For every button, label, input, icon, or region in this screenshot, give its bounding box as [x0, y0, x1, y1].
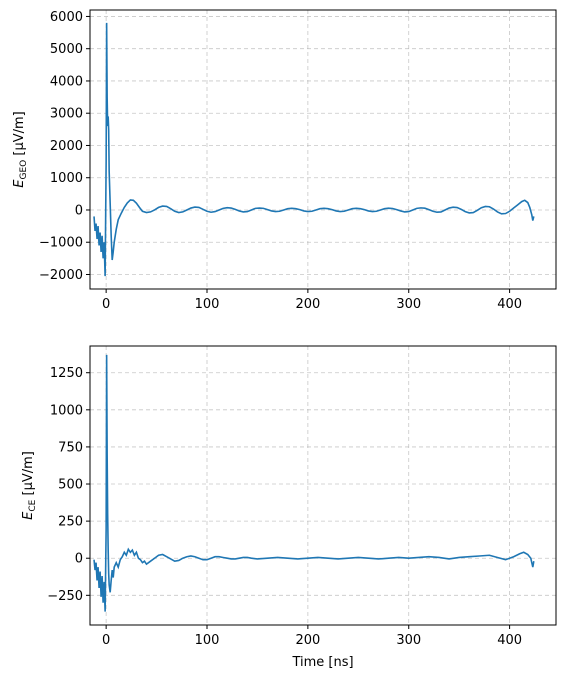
y-tick-label-top: 0: [75, 203, 83, 218]
y-tick-label-bottom: 1000: [50, 403, 83, 418]
y-tick-label-bottom: 500: [58, 478, 83, 493]
x-ticks-bottom: 0 100 200 300 400: [102, 625, 522, 648]
y-tick-label-top: 4000: [50, 74, 83, 89]
y-tick-label-top: 3000: [50, 107, 83, 122]
x-tick-label-bottom: 100: [195, 633, 220, 648]
x-tick-label-bottom: 400: [497, 633, 522, 648]
y-tick-label-bottom: 0: [75, 552, 83, 567]
y-ticks-top: −2000 −1000 0 1000 2000 3000 4000 5000 6000: [39, 10, 90, 283]
x-tick-label-top: 300: [396, 297, 421, 312]
y-tick-label-top: 2000: [50, 139, 83, 154]
y-tick-label-top: 6000: [50, 10, 83, 25]
y-tick-label-bottom: 750: [58, 440, 83, 455]
x-tick-label-bottom: 200: [295, 633, 320, 648]
x-tick-label-bottom: 300: [396, 633, 421, 648]
y-tick-label-top: 5000: [50, 42, 83, 57]
y-tick-label-bottom: 1250: [50, 366, 83, 381]
y-tick-label-top: −2000: [39, 268, 83, 283]
y-tick-label-bottom: 250: [58, 515, 83, 530]
y-tick-label-top: 1000: [50, 171, 83, 186]
subplot-bottom: −250 0 250 500 750 1000 1250 0 100 200 300 400 ECE…: [21, 345, 557, 670]
y-ticks-bottom: −250 0 250 500 750 1000 1250: [47, 366, 90, 604]
y-axis-label-bottom: ECE [µV/m]: [21, 451, 38, 520]
series-line-top: [93, 22, 535, 277]
series-line-bottom: [93, 354, 535, 612]
x-tick-label-top: 400: [497, 297, 522, 312]
subplot-top: −2000 −1000 0 1000 2000 3000 4000 5000 6000 0 100…: [12, 9, 557, 312]
x-axis-label-bottom: Time [ns]: [291, 655, 353, 670]
grid-bottom: [90, 346, 556, 625]
y-axis-label-top: EGEO [µV/m]: [12, 111, 29, 187]
x-tick-label-top: 200: [295, 297, 320, 312]
y-tick-label-bottom: −250: [47, 589, 83, 604]
x-tick-label-top: 0: [102, 297, 110, 312]
x-ticks-top: 0 100 200 300 400: [102, 289, 522, 312]
x-tick-label-bottom: 0: [102, 633, 110, 648]
axes-frame-top: [89, 9, 557, 290]
y-tick-label-top: −1000: [39, 236, 83, 251]
axes-frame-bottom: [89, 345, 557, 626]
x-tick-label-top: 100: [195, 297, 220, 312]
grid-top: [90, 10, 556, 289]
